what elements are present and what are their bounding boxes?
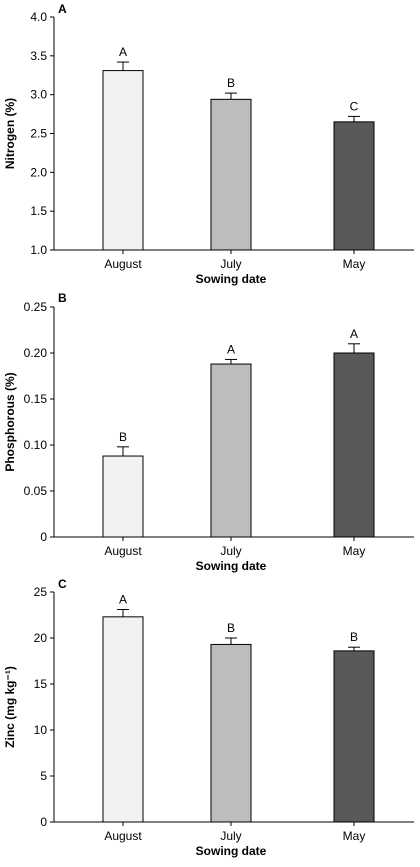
x-axis-title: Sowing date	[196, 272, 267, 286]
y-axis-title: Zinc (mg kg⁻¹)	[3, 666, 17, 748]
significance-letter: A	[350, 327, 358, 341]
x-tick-label: August	[104, 257, 142, 271]
x-axis-title: Sowing date	[196, 559, 267, 573]
y-tick-label: 25	[34, 585, 48, 599]
chart-panel-a: A 1.0 1.5 2.0 2.5 3.0 3.5 4.0 A August B July C May So…	[3, 2, 414, 286]
y-axis-title: Nitrogen (%)	[3, 98, 17, 169]
bar-may	[333, 650, 375, 823]
y-tick-label: 0.10	[24, 438, 48, 452]
x-tick-label: May	[343, 544, 366, 558]
y-tick-label: 20	[34, 631, 48, 645]
panel-label: B	[58, 291, 67, 305]
bar-may	[333, 121, 375, 251]
y-tick-label: 2.0	[30, 165, 47, 179]
y-tick-label: 0	[40, 815, 47, 829]
panel-label: C	[58, 577, 67, 591]
x-tick-label: July	[220, 829, 241, 843]
bar-july	[210, 363, 252, 538]
significance-letter: A	[119, 592, 127, 606]
y-tick-label: 3.5	[30, 49, 47, 63]
y-tick-label: 0.15	[24, 392, 48, 406]
y-tick-label: 0.25	[24, 300, 48, 314]
y-tick-label: 5	[40, 769, 47, 783]
significance-letter: C	[350, 99, 359, 113]
bar-august	[102, 70, 144, 251]
bar-july	[210, 98, 252, 251]
y-tick-label: 1.5	[30, 204, 47, 218]
y-tick-label: 3.0	[30, 88, 47, 102]
x-tick-label: May	[343, 829, 366, 843]
y-tick-label: 4.0	[30, 10, 47, 24]
x-tick-label: May	[343, 257, 366, 271]
x-tick-label: August	[104, 829, 142, 843]
x-tick-label: August	[104, 544, 142, 558]
significance-letter: B	[350, 630, 358, 644]
chart-panel-c: C 0 5 10 15 20 25 A August B July B May Sowing date Zi…	[3, 577, 414, 858]
significance-letter: A	[227, 342, 235, 356]
x-axis-title: Sowing date	[196, 844, 267, 858]
bar-july	[210, 643, 252, 823]
significance-letter: B	[227, 76, 235, 90]
x-tick-label: July	[220, 544, 241, 558]
significance-letter: B	[227, 621, 235, 635]
y-tick-label: 2.5	[30, 127, 47, 141]
y-axis-title: Phosphorous (%)	[3, 372, 17, 471]
y-tick-label: 15	[34, 677, 48, 691]
bar-august	[102, 616, 144, 823]
y-tick-label: 1.0	[30, 243, 47, 257]
bar-august	[102, 455, 144, 538]
x-tick-label: July	[220, 257, 241, 271]
y-tick-label: 0	[40, 530, 47, 544]
y-tick-label: 0.20	[24, 346, 48, 360]
chart-panel-b: B 0 0.05 0.10 0.15 0.20 0.25 B August A July A May So…	[3, 291, 414, 573]
y-tick-label: 10	[34, 723, 48, 737]
y-tick-label: 0.05	[24, 484, 48, 498]
panel-label: A	[58, 2, 67, 16]
significance-letter: A	[119, 45, 127, 59]
bar-may	[333, 352, 375, 538]
significance-letter: B	[119, 430, 127, 444]
